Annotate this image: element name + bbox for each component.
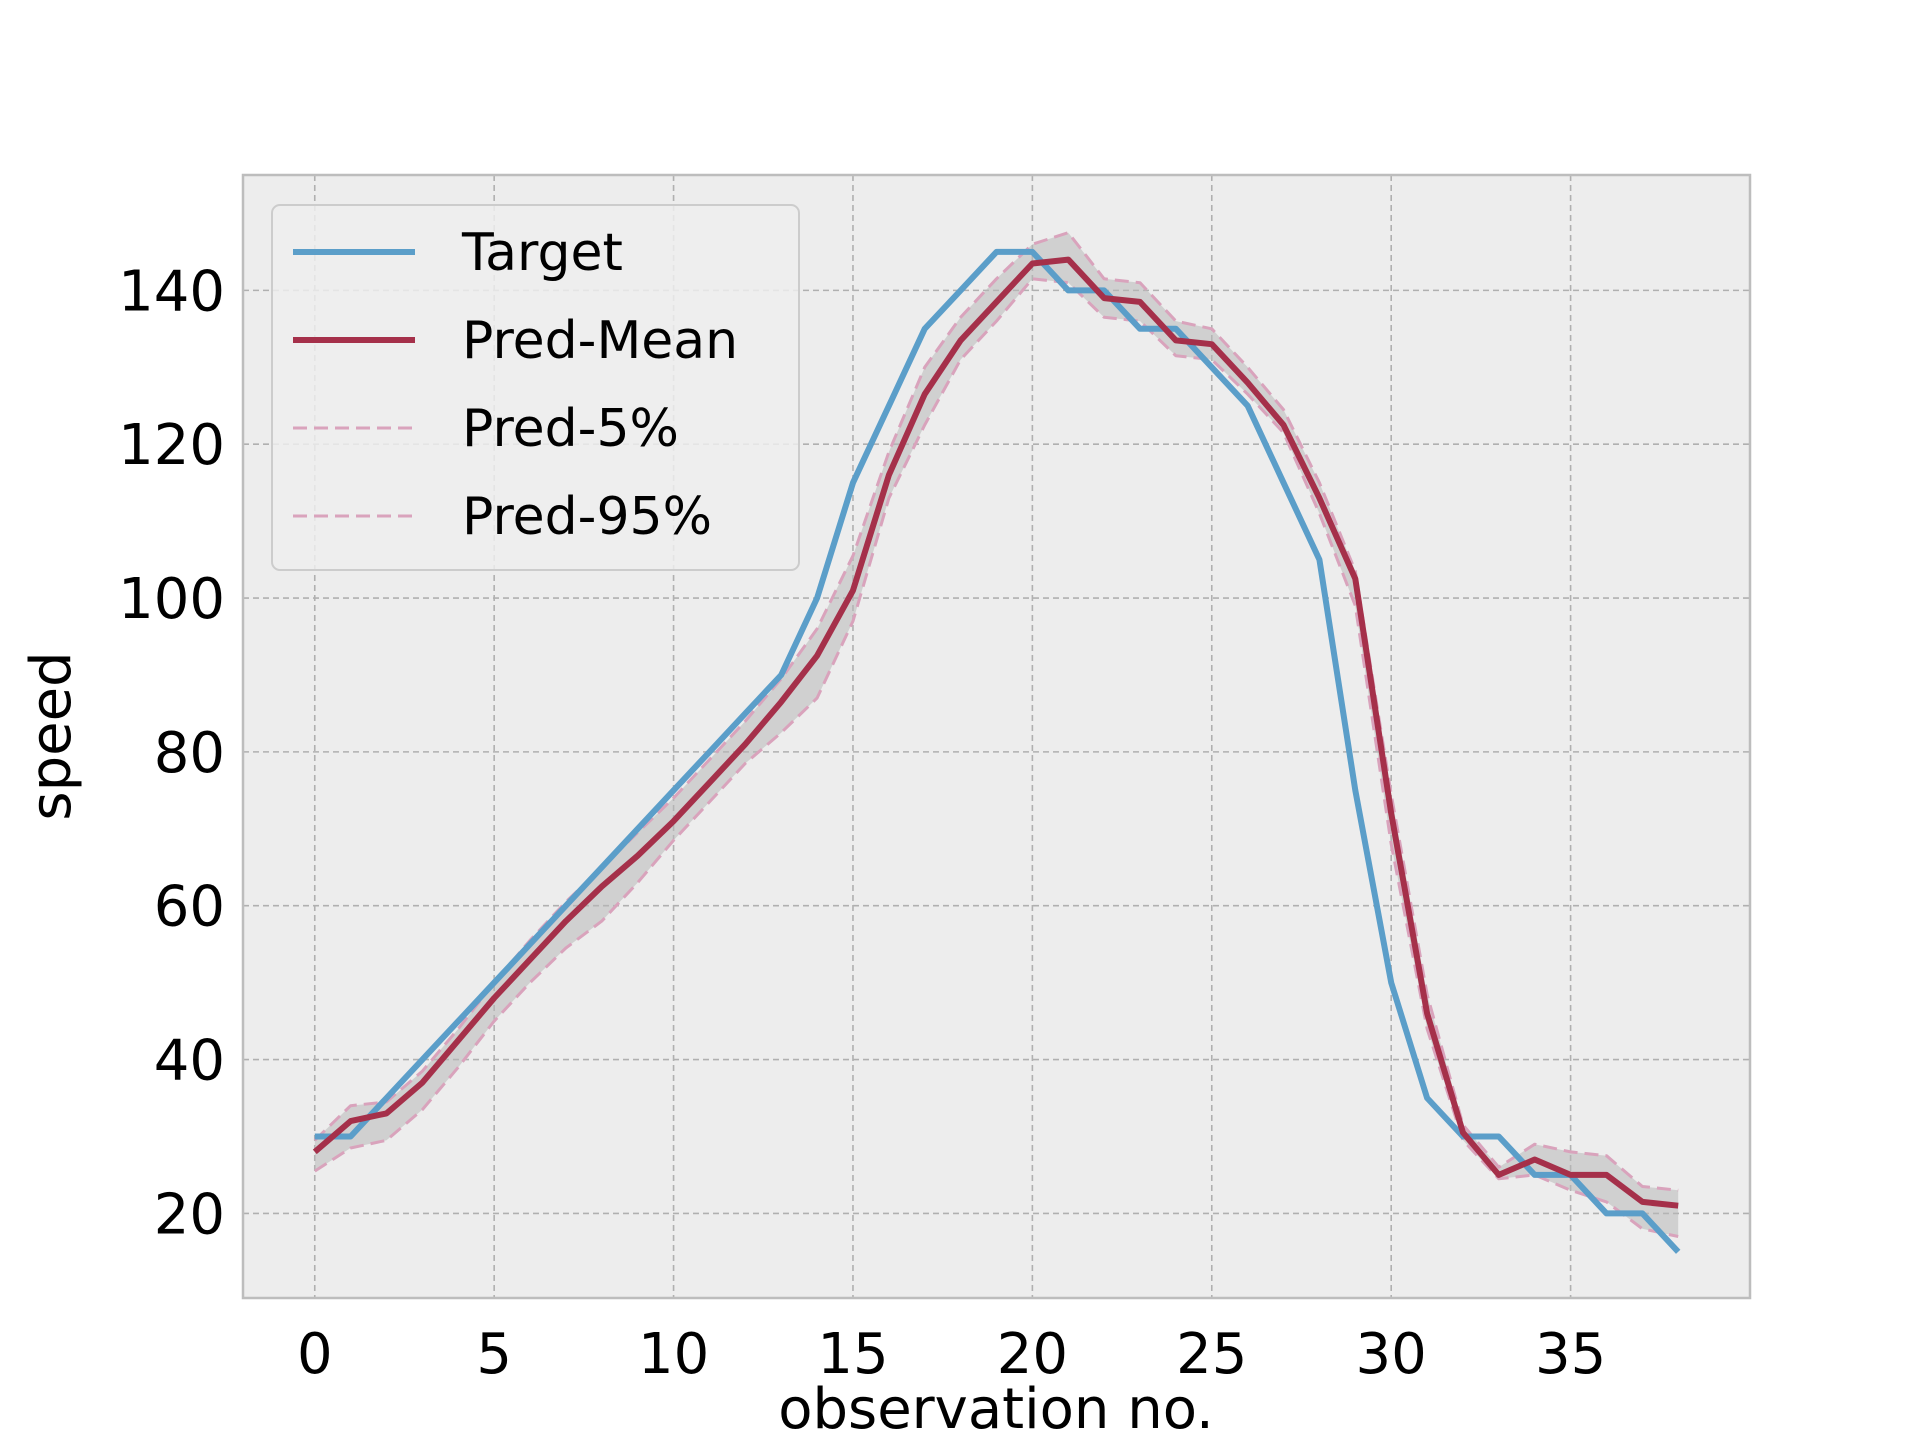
series-line-target — [314, 248, 1681, 1254]
y-tick-label-3: 80 — [154, 721, 225, 786]
legend-entry-target: Target — [293, 223, 623, 283]
x-tick-label-2: 10 — [638, 1322, 709, 1387]
legend-label-target: Target — [461, 223, 623, 283]
y-tick-label-2: 60 — [154, 875, 225, 940]
x-tick-label-5: 25 — [1176, 1322, 1247, 1387]
y-tick-label-1: 40 — [154, 1029, 225, 1094]
legend-entry-pred-5pct: Pred-5% — [293, 399, 679, 459]
series-line-pred-5pct — [313, 277, 1679, 1238]
y-tick-label-5: 120 — [118, 413, 225, 478]
y-tick-label-6: 140 — [118, 259, 225, 324]
y-tick-labels: 20 40 60 80 100 120 140 — [118, 259, 225, 1247]
plot-frame — [241, 173, 1752, 1300]
x-tick-label-3: 15 — [817, 1322, 888, 1387]
series-line-pred-mean — [312, 256, 1679, 1209]
series-lines — [312, 231, 1681, 1254]
y-axis-label: speed — [19, 651, 84, 820]
legend-label-pred-mean: Pred-Mean — [462, 311, 738, 371]
x-axis-label: observation no. — [778, 1377, 1214, 1440]
x-tick-label-7: 35 — [1535, 1322, 1606, 1387]
legend-label-pred-95pct: Pred-95% — [462, 487, 712, 547]
x-tick-label-1: 5 — [476, 1322, 512, 1387]
x-tick-label-4: 20 — [997, 1322, 1068, 1387]
y-tick-label-4: 100 — [118, 567, 225, 632]
legend-box — [271, 204, 800, 571]
legend: Target Pred-Mean Pred-5% Pred-95% — [271, 204, 800, 571]
x-tick-labels: 0 5 10 15 20 25 30 35 — [297, 1322, 1606, 1387]
y-tick-label-0: 20 — [154, 1182, 225, 1247]
legend-entry-pred-95pct: Pred-95% — [293, 487, 712, 547]
x-tick-label-0: 0 — [297, 1322, 333, 1387]
legend-label-pred-5pct: Pred-5% — [462, 399, 679, 459]
x-tick-label-6: 30 — [1356, 1322, 1427, 1387]
legend-entry-pred-mean: Pred-Mean — [293, 311, 738, 371]
